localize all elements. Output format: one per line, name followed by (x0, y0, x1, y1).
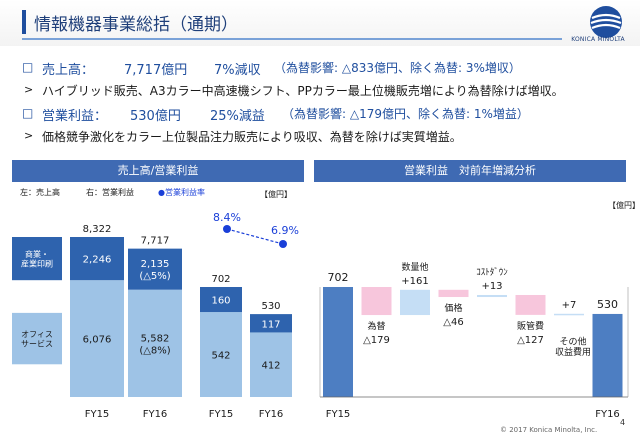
waterfall-decrease-bar (438, 289, 469, 298)
title-rule (22, 38, 562, 40)
op-office-label: 412 (261, 361, 280, 372)
arrow-bullet-icon: > (24, 83, 34, 96)
waterfall-total-bar (323, 287, 353, 397)
op-value: 530億円 (130, 109, 181, 124)
sales-note: （為替影響: △833億円、除く為替: 3%増収） (274, 61, 521, 75)
waterfall-step-value: △127 (517, 335, 544, 346)
waterfall-decrease-bar (515, 294, 546, 315)
op-commercial-label: 117 (261, 319, 280, 330)
waterfall-category-label: FY15 (326, 409, 351, 420)
square-bullet-icon: □ (22, 106, 34, 120)
sales-commercial-label: 2,246 (83, 255, 112, 266)
rate-label: 8.4% (213, 211, 241, 224)
op-category-label: FY16 (259, 409, 284, 420)
sales-category-label: FY16 (143, 409, 168, 420)
op-commercial-label: 160 (211, 296, 230, 307)
waterfall-step-value: +161 (401, 276, 428, 287)
waterfall-step-label: 数量他 (401, 261, 428, 273)
op-total-label: 702 (211, 274, 230, 285)
op-comment: 価格競争激化をカラー上位製品注力販売により吸収、為替を除けば実質増益。 (42, 130, 462, 144)
sales-bar-office (128, 289, 182, 397)
waterfall-step-label: ｺｽﾄﾀﾞｳﾝ (476, 267, 508, 278)
waterfall-decrease-bar (361, 287, 392, 316)
unit-label: 【億円】 (608, 200, 640, 210)
op-note: （為替影響: △179億円、除く為替: 1%増益） (282, 107, 529, 121)
brand-logo-icon (590, 6, 622, 38)
rate-point (279, 240, 287, 248)
sales-category-label: FY15 (85, 409, 110, 420)
sales-panel-header: 売上高/営業利益 (12, 160, 304, 182)
sales-office-label: 6,076 (83, 335, 112, 346)
waterfall-step-label: 価格 (444, 302, 462, 314)
sales-comment: ハイブリッド販売、A3カラー中高速機シフト、PPカラー最上位機販売増により為替除… (42, 84, 564, 98)
segment-label-office: オフィスサービス (21, 330, 53, 349)
square-bullet-icon: □ (22, 60, 34, 74)
brand-name: KONICA MINOLTA (571, 36, 625, 43)
waterfall-increase-bar (400, 289, 430, 316)
arrow-bullet-icon: > (24, 129, 34, 142)
sales-commercial-label: 2,135 (△5%) (139, 259, 170, 282)
waterfall-total-value: 530 (597, 298, 618, 311)
waterfall-step-value: +7 (562, 300, 577, 311)
sales-profit-chart: 左：売上高 右：営業利益 ●営業利益率 【億円】 6,076 2,246 8,322 FY15… (12, 187, 299, 420)
legend-rate: ●営業利益率 (158, 187, 205, 197)
waterfall-step-value: △46 (443, 317, 463, 328)
waterfall-step-label: その他収益費用 (555, 335, 591, 358)
legend-op: 右：営業利益 (86, 187, 134, 197)
waterfall-step-value: △179 (363, 335, 390, 346)
sales-total-label: 8,322 (83, 224, 112, 235)
op-total-label: 530 (261, 301, 280, 312)
segment-box-office (12, 312, 62, 365)
unit-label: 【億円】 (260, 189, 292, 199)
waterfall-step-value: +13 (481, 281, 502, 292)
waterfall-total-value: 702 (328, 271, 349, 284)
waterfall-total-bar (592, 313, 623, 397)
sales-label: 売上高： (42, 63, 95, 78)
op-bar-commercial (200, 287, 242, 313)
waterfall-panel-header: 営業利益 対前年増減分析 (314, 160, 626, 182)
rate-point (223, 225, 231, 233)
title-accent (22, 10, 26, 34)
sales-change: 7%減収 (214, 63, 261, 78)
op-bar-office (200, 312, 242, 397)
sales-bar-commercial (128, 248, 182, 290)
waterfall-step-label: 為替 (367, 320, 385, 332)
op-label: 営業利益： (42, 109, 108, 124)
op-change: 25%減益 (210, 109, 265, 124)
waterfall-increase-bar (554, 313, 584, 316)
sales-bar-office (70, 280, 124, 397)
sales-total-label: 7,717 (141, 236, 170, 247)
op-office-label: 542 (211, 351, 230, 362)
waterfall-increase-bar (477, 294, 507, 298)
op-category-label: FY15 (209, 409, 234, 420)
rate-label: 6.9% (271, 224, 299, 237)
sales-bar-commercial (70, 237, 124, 281)
copyright: © 2017 Konica Minolta, Inc. (500, 426, 598, 434)
waterfall-category-label: FY16 (595, 409, 620, 420)
sales-value: 7,717億円 (124, 63, 188, 78)
waterfall-step-label: 販管費 (517, 320, 544, 332)
segment-box-commercial (12, 237, 62, 281)
sales-office-label: 5,582 (△8%) (139, 333, 170, 356)
op-bar-office (250, 332, 292, 397)
page-title: 情報機器事業総括（通期） (34, 15, 238, 35)
op-bar-commercial (250, 314, 292, 333)
page-number: 4 (620, 418, 626, 427)
legend-sales: 左：売上高 (20, 187, 60, 197)
segment-label-commercial: 商業・産業印刷 (21, 249, 53, 269)
